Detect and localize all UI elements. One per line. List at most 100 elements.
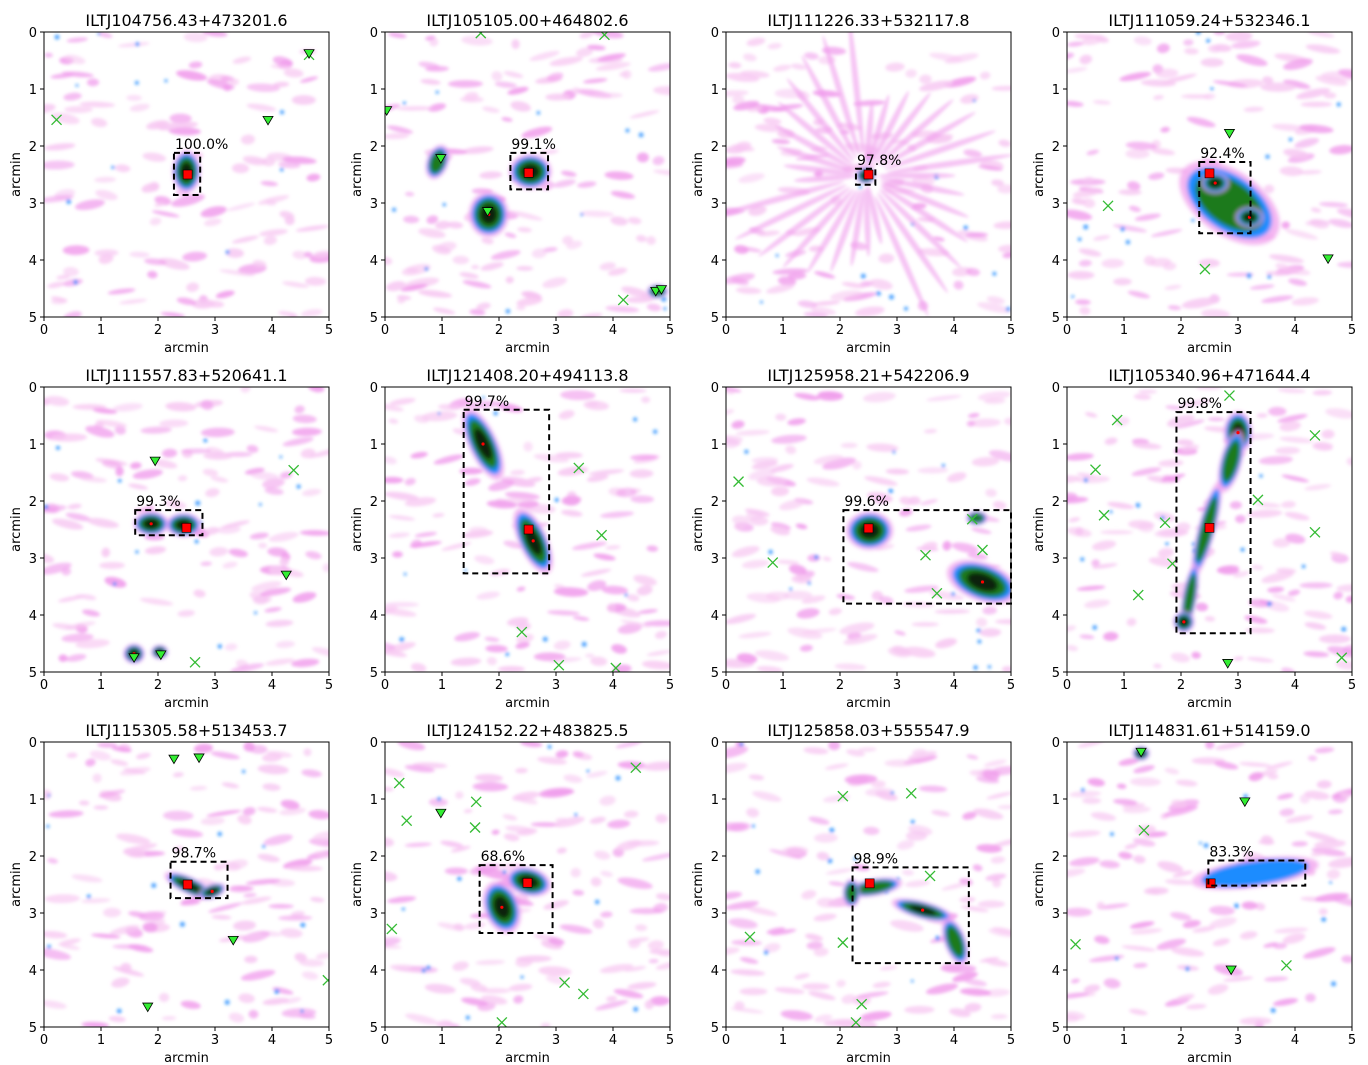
noise-blob [270,64,292,69]
noise-blob [243,893,257,898]
noise-blob [204,527,220,535]
noise-blob [389,397,416,406]
noise-blob [304,251,313,258]
noise-blob [1167,305,1182,311]
noise-blob [1112,224,1148,233]
noise-layer [726,387,1011,672]
noise-blob [1165,405,1183,410]
noise-blob [791,574,812,584]
noise-blob [542,247,558,253]
square-marker [523,524,534,535]
noise-speck [972,99,976,103]
noise-blob [1067,868,1086,878]
noise-blob [746,592,781,603]
noise-speck [1120,226,1126,232]
noise-blob [1153,94,1164,100]
noise-blob [654,630,667,639]
y-tick-label: 4 [370,609,378,624]
noise-speck [117,478,122,483]
noise-blob [388,515,416,521]
x-tick-label: 1 [779,678,787,693]
noise-blob [834,663,867,671]
y-tick-label: 4 [1052,609,1060,624]
noise-blob [47,281,65,289]
noise-blob [1099,860,1120,869]
noise-blob [1184,48,1199,55]
dashed-bounding-box [851,866,970,965]
x-tick-label: 1 [1120,678,1128,693]
noise-blob [763,117,782,125]
noise-blob [1203,93,1216,100]
x-tick-label: 2 [1177,323,1185,338]
y-tick-label: 4 [1052,254,1060,269]
noise-blob [780,1010,813,1021]
noise-blob [162,810,194,821]
noise-blob [1248,772,1264,782]
noise-blob [176,297,197,306]
noise-blob [990,856,1006,864]
noise-blob [647,63,670,72]
noise-blob [953,280,964,290]
noise-blob [805,933,823,941]
noise-layer [385,32,670,317]
noise-blob [1264,976,1289,982]
noise-blob [447,221,464,229]
noise-blob [546,72,564,82]
noise-speck [402,101,407,105]
y-tick-label: 2 [1052,140,1060,155]
noise-blob [1273,943,1288,950]
noise-blob [847,562,879,573]
noise-speck [1265,154,1270,159]
noise-blob [538,787,574,798]
noise-blob [51,298,68,305]
noise-speck [963,225,969,231]
noise-blob [813,454,844,465]
noise-blob [486,500,517,509]
y-axis-label: arcmin [1032,507,1047,552]
noise-blob [1263,184,1275,194]
noise-blob [967,552,988,560]
noise-blob [627,982,657,990]
noise-blob [314,851,329,858]
cross-marker [1098,509,1110,521]
y-axis-label: arcmin [9,507,24,552]
noise-blob [1113,277,1132,286]
radial-streak [864,187,871,257]
x-tick-label: 4 [950,323,958,338]
noise-speck [1083,224,1089,230]
noise-speck [464,569,467,572]
box-percentage-label: 97.8% [857,153,901,169]
noise-layer [1067,742,1352,1027]
noise-blob [264,487,284,495]
noise-blob [1148,888,1160,895]
cross-marker [553,659,565,671]
noise-blob [579,32,594,39]
noise-blob [744,508,770,517]
noise-blob [977,302,1011,314]
noise-blob [1170,947,1205,957]
noise-blob [294,405,305,414]
noise-blob [1241,901,1258,910]
noise-blob [905,524,932,532]
noise-blob [775,559,800,565]
y-tick-label: 4 [711,254,719,269]
noise-blob [491,829,500,835]
noise-blob [503,833,520,842]
triangle-marker [262,115,274,126]
noise-blob [785,445,797,455]
noise-blob [66,752,78,759]
noise-blob [1329,145,1352,155]
x-axis-label: arcmin [1187,1051,1232,1065]
y-axis-label: arcmin [691,507,706,552]
triangle-marker [1225,965,1237,976]
noise-speck [987,665,992,669]
noise-blob [268,531,299,542]
noise-blob [515,768,528,774]
noise-blob [617,623,642,634]
noise-speck [1288,137,1293,142]
noise-blob [432,513,445,518]
noise-blob [1314,839,1346,849]
noise-blob [777,276,797,286]
noise-blob [748,774,765,781]
noise-blob [44,553,55,564]
